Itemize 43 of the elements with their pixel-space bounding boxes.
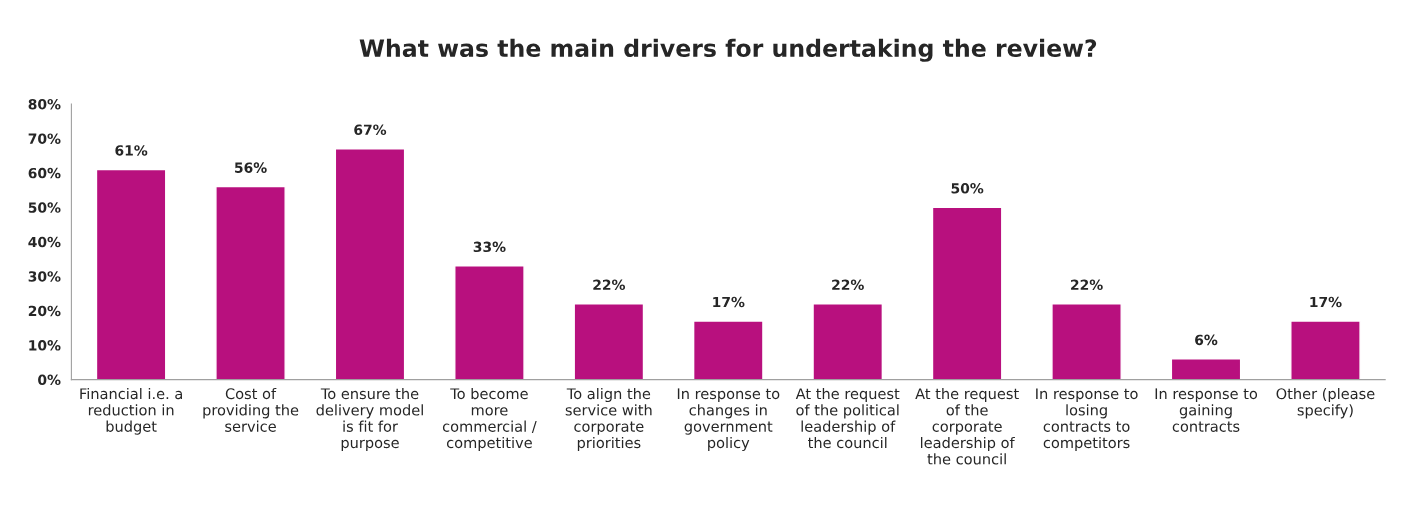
data-label: 50% xyxy=(951,183,984,194)
data-label: 6% xyxy=(1195,334,1218,346)
data-label: 33% xyxy=(473,241,506,253)
data-label: 22% xyxy=(593,279,626,291)
bar xyxy=(812,303,884,380)
data-label: 22% xyxy=(832,279,864,291)
y-tick-label: 40% xyxy=(28,236,61,248)
data-label: 17% xyxy=(1310,296,1342,308)
x-tick-label: Financial i.e. a reduction in budget xyxy=(80,387,182,435)
x-tick-label: In response to gaining contracts xyxy=(1155,388,1258,432)
chart-title: What was the main drivers for undertaking the review? xyxy=(359,38,1097,62)
y-tick-label: 0% xyxy=(38,374,61,386)
y-tick-label: 60% xyxy=(28,167,61,179)
bar xyxy=(95,168,167,380)
bar xyxy=(573,303,645,380)
y-tick-label: 10% xyxy=(29,340,61,351)
y-tick-label: 70% xyxy=(28,133,61,144)
bar xyxy=(692,320,764,380)
bar xyxy=(1290,320,1361,380)
bar xyxy=(1051,303,1122,380)
y-tick-label: 80% xyxy=(28,98,61,110)
x-tick-label: In response to changes in government policy xyxy=(677,388,780,452)
data-label: 67% xyxy=(354,124,387,135)
data-label: 22% xyxy=(1071,279,1103,291)
y-tick-label: 30% xyxy=(28,271,61,282)
x-tick-label: To align the service with corporate priorities xyxy=(565,387,652,452)
x-tick-label: To ensure the delivery model is fit for purpose xyxy=(316,387,423,452)
data-label: 61% xyxy=(115,145,148,156)
bar xyxy=(215,185,286,380)
data-label: 17% xyxy=(713,296,745,308)
bar xyxy=(454,265,525,380)
x-tick-label: To become more commercial / competitive xyxy=(442,387,537,452)
x-tick-label: In response to losing contracts to competitors xyxy=(1036,388,1138,452)
data-label: 56% xyxy=(235,162,267,173)
x-tick-label: At the request of the political leadership of the council xyxy=(795,387,900,449)
x-tick-label: Cost of providing the service xyxy=(203,387,299,432)
x-tick-label: Other (please specify) xyxy=(1276,387,1375,419)
y-tick-label: 50% xyxy=(28,202,61,213)
bar xyxy=(1170,358,1242,380)
bar xyxy=(931,206,1003,380)
bar xyxy=(334,148,406,380)
y-tick-label: 20% xyxy=(28,305,61,317)
x-tick-label: At the request of the corporate leadership of the council xyxy=(915,387,1019,465)
